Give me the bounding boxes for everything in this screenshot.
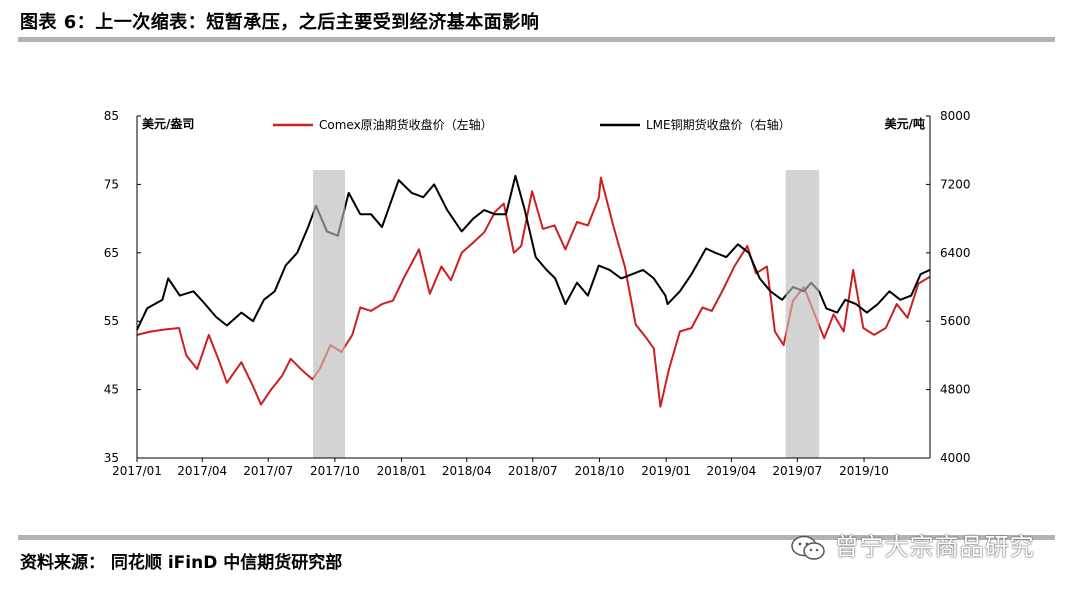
top-rule: [18, 37, 1055, 42]
tick-labels: 35 45 55 65 75 85 4000 4800 5600 6400 7200 8000 2017…: [104, 109, 971, 478]
right-tick-label: 4000: [940, 451, 971, 465]
right-axis-unit: 美元/吨: [885, 116, 925, 131]
watermark: 曾宁大宗商品研究: [790, 527, 1035, 562]
figure-title: 图表 6：上一次缩表：短暂承压，之后主要受到经济基本面影响: [20, 12, 540, 33]
x-tick-label: 2019/10: [839, 464, 889, 478]
shaded-overlay-1: [313, 170, 346, 458]
left-tick-label: 75: [104, 177, 119, 191]
bottom-rule: [18, 535, 1055, 540]
left-tick-label: 65: [104, 246, 119, 260]
x-tick-label: 2017/10: [310, 464, 360, 478]
left-tick-label: 85: [104, 109, 119, 123]
x-tick-label: 2019/01: [641, 464, 691, 478]
left-tick-label: 55: [104, 314, 119, 328]
left-tick-label: 35: [104, 451, 119, 465]
right-tick-label: 8000: [940, 109, 971, 123]
right-tick-label: 4800: [940, 383, 971, 397]
legend: Comex原油期货收盘价（左轴） LME铜期货收盘价（右轴）: [273, 117, 791, 132]
x-tick-label: 2018/04: [442, 464, 492, 478]
source-note: 资料来源： 同花顺 iFinD 中信期货研究部: [20, 553, 343, 573]
x-tick-label: 2017/07: [243, 464, 293, 478]
x-tick-label: 2017/01: [112, 464, 162, 478]
right-tick-label: 6400: [940, 246, 971, 260]
x-tick-label: 2018/07: [508, 464, 558, 478]
right-tick-label: 5600: [940, 314, 971, 328]
left-tick-label: 45: [104, 383, 119, 397]
x-tick-label: 2019/07: [772, 464, 822, 478]
axes: [136, 115, 931, 462]
shaded-periods: [313, 170, 820, 458]
x-tick-label: 2017/04: [177, 464, 227, 478]
series-lines: [136, 170, 931, 458]
x-tick-label: 2019/04: [706, 464, 756, 478]
shaded-overlay-2: [785, 170, 820, 458]
left-axis-unit: 美元/盎司: [142, 116, 194, 131]
x-tick-label: 2018/10: [575, 464, 625, 478]
legend-label-2: LME铜期货收盘价（右轴）: [646, 117, 791, 132]
right-tick-label: 7200: [940, 177, 971, 191]
x-tick-label: 2018/01: [377, 464, 427, 478]
wechat-icon: [791, 535, 825, 560]
legend-label-1: Comex原油期货收盘价（左轴）: [319, 117, 493, 132]
watermark-text: 曾宁大宗商品研究: [834, 533, 1035, 561]
